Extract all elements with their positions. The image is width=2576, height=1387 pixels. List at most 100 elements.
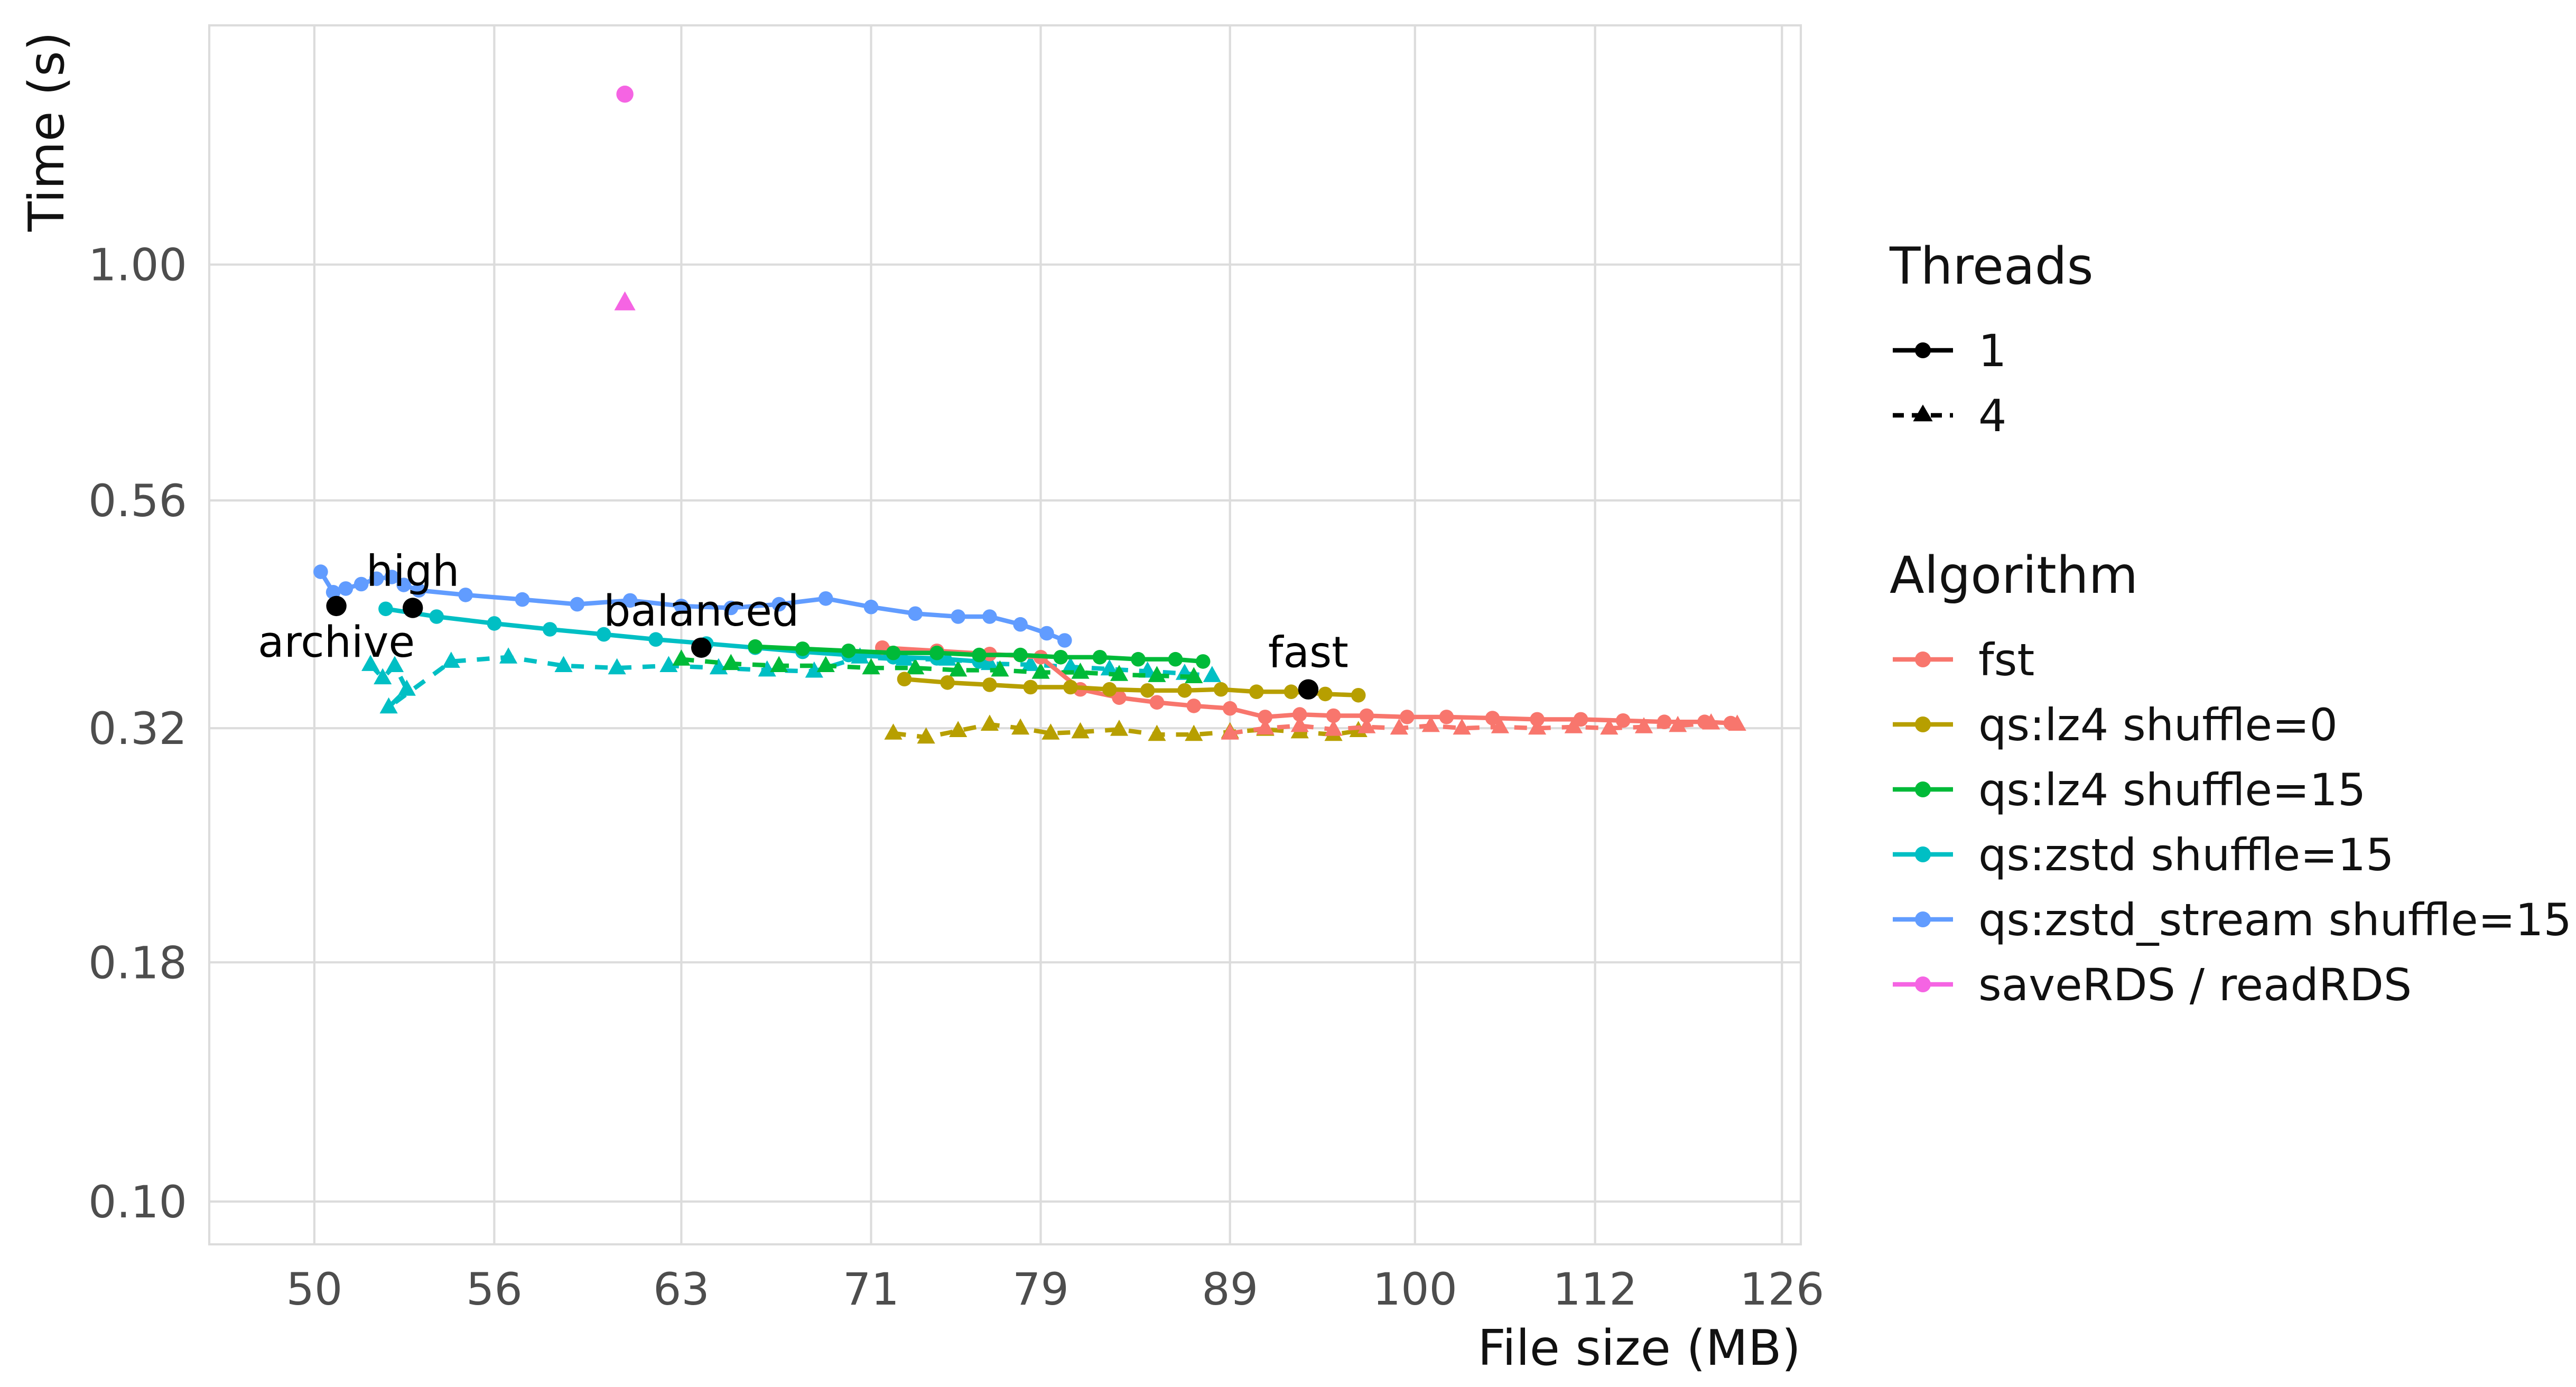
x-tick-label: 71 (843, 1263, 899, 1315)
y-tick-label: 0.18 (88, 937, 187, 989)
data-point (758, 660, 776, 677)
x-axis-title: File size (MB) (1477, 1319, 1801, 1376)
data-point (1324, 720, 1343, 736)
y-tick-label: 0.10 (88, 1176, 187, 1228)
data-point (385, 656, 404, 672)
fst-key-icon (1893, 651, 1953, 668)
data-point (709, 658, 728, 675)
legend: Threads 1 4 Algorithm (1890, 236, 2572, 1017)
qs-lz4-s15-key-icon (1893, 781, 1953, 798)
data-point (1011, 718, 1030, 735)
data-point (940, 675, 955, 690)
data-point (1491, 717, 1509, 733)
preset-point (403, 598, 423, 618)
data-point (1284, 684, 1299, 699)
data-point (1053, 650, 1068, 665)
data-point (770, 656, 788, 672)
data-point (487, 616, 502, 631)
algorithm-label: qs:zstd shuffle=15 (1978, 828, 2394, 881)
data-point (1258, 710, 1273, 724)
data-point (949, 660, 968, 677)
data-point (886, 645, 901, 660)
data-point (722, 654, 740, 671)
data-point (982, 677, 997, 692)
data-point (908, 606, 923, 621)
data-point (1013, 617, 1028, 632)
series-line (892, 722, 1359, 740)
data-point (542, 622, 557, 637)
data-point (1290, 715, 1309, 732)
legend-item-algorithm-fst: fst (1890, 627, 2555, 692)
data-point (1185, 724, 1203, 741)
data-point (1031, 663, 1050, 679)
data-point (616, 86, 634, 103)
qs-zstd-s15-key-icon (1893, 846, 1953, 863)
x-tick-label: 79 (1012, 1263, 1069, 1315)
data-point (841, 644, 856, 658)
data-point (1149, 695, 1165, 710)
x-tick-label: 100 (1373, 1263, 1457, 1315)
legend-item-algorithm-qszstd-s15: qs:zstd shuffle=15 (1890, 822, 2555, 887)
algorithm-label: saveRDS / readRDS (1978, 958, 2412, 1011)
threads-1-label: 1 (1978, 324, 2007, 377)
data-point (458, 588, 473, 602)
data-point (648, 632, 663, 647)
data-point (622, 593, 638, 608)
qs-zstd-stream-key-icon (1893, 911, 1953, 928)
x-tick-label: 63 (653, 1263, 710, 1315)
data-point (1041, 723, 1060, 740)
data-point (1222, 701, 1238, 716)
legend-item-algorithm-qslz4-s15: qs:lz4 shuffle=15 (1890, 757, 2555, 822)
data-point (818, 591, 833, 606)
data-point (1100, 659, 1119, 676)
plot-panel: archive high balanced fast 50 56 63 71 79 89 100 11… (18, 24, 1824, 1376)
data-point (1185, 667, 1203, 683)
legend-item-algorithm-qslz4-s0: qs:lz4 shuffle=0 (1890, 692, 2555, 757)
data-point (1573, 712, 1588, 727)
data-point (897, 672, 912, 686)
data-point (1110, 665, 1129, 681)
threads-legend-title: Threads (1890, 236, 2094, 296)
data-point (1359, 708, 1374, 723)
data-point (929, 645, 944, 660)
algorithm-legend-title: Algorithm (1890, 545, 2138, 606)
data-point (1023, 679, 1038, 695)
data-point (659, 656, 678, 672)
data-point (1112, 690, 1127, 705)
preset-label: balanced (603, 587, 799, 636)
x-tick-label: 126 (1740, 1263, 1824, 1315)
legend-item-algorithm-qszstd-stream-s15: qs:zstd_stream shuffle=15 (1890, 887, 2572, 952)
data-point (1256, 718, 1275, 735)
data-point (374, 668, 392, 685)
series-line (369, 655, 1213, 709)
data-point (1195, 654, 1211, 669)
data-point (429, 609, 444, 624)
data-point (499, 647, 518, 664)
qs-lz4-s0-key-icon (1893, 716, 1953, 733)
data-point (554, 656, 573, 672)
data-point (515, 592, 530, 607)
data-point (1485, 711, 1500, 725)
data-point (862, 658, 880, 675)
data-point (1061, 657, 1080, 674)
data-point (1697, 714, 1712, 729)
preset-point (1298, 679, 1319, 700)
data-point (396, 578, 411, 592)
x-tick-label: 112 (1552, 1263, 1637, 1315)
data-point (982, 609, 997, 624)
threads-legend-group: Threads 1 4 (1890, 236, 2555, 448)
data-point (980, 714, 999, 731)
data-point (313, 564, 328, 579)
data-point (1110, 720, 1129, 736)
data-point (379, 697, 398, 714)
data-point (1186, 699, 1202, 713)
data-point (1723, 715, 1738, 731)
data-point (674, 599, 689, 613)
data-point (972, 647, 987, 663)
data-point (1221, 723, 1239, 740)
data-point (1148, 666, 1166, 682)
legend-item-threads-1: 1 (1890, 318, 2555, 383)
data-point (951, 609, 966, 624)
data-point (771, 597, 786, 612)
